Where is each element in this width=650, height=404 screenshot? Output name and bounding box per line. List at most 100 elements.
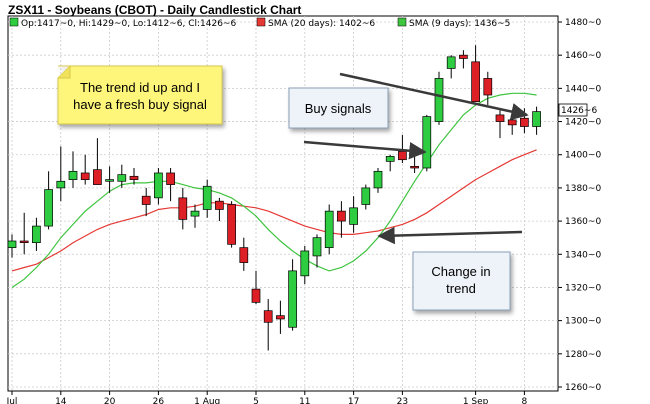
candle: [178, 187, 188, 230]
y-tick-label: 1360~0: [565, 217, 601, 227]
arrow-trend-up: [339, 72, 529, 121]
legend-sma20: SMA (20 days): 1402~6: [268, 19, 375, 29]
note-buy-label: Buy signals: [305, 101, 372, 116]
callout-box-change: [412, 251, 511, 311]
candle-body-down: [495, 114, 505, 122]
last-price-box: [558, 103, 588, 117]
y-tick-label: 1280~0: [565, 350, 601, 360]
y-tick-label: 1480~0: [565, 18, 601, 28]
candle-body-down: [93, 169, 102, 185]
candle: [483, 71, 493, 105]
candle: [80, 154, 90, 185]
x-tick-label: 14: [55, 397, 67, 404]
candle: [215, 197, 224, 222]
candle: [166, 168, 175, 202]
candle: [422, 114, 432, 172]
y-tick-label: 1340~0: [565, 250, 601, 260]
arrow-buy-signal: [303, 140, 427, 160]
candle: [300, 245, 310, 285]
candle: [434, 71, 444, 125]
candle-body-down: [251, 288, 261, 303]
legend-sma9: SMA (9 days): 1436~5: [409, 19, 510, 29]
note-trend-line-1: The trend id up and I: [80, 80, 200, 95]
candle-body-up: [422, 116, 432, 169]
candle-body-down: [398, 151, 407, 161]
candle: [276, 300, 285, 334]
candle: [202, 179, 212, 218]
candle-body-down: [141, 195, 151, 205]
candle: [7, 234, 17, 258]
candle-body-up: [446, 56, 456, 69]
candle: [324, 204, 334, 255]
x-tick-label: 17: [348, 397, 359, 404]
candle: [373, 168, 383, 193]
candle-body-up: [288, 270, 297, 328]
candle: [532, 106, 541, 135]
x-axis: Jul 14 20 26 1 Aug 5 11 17 23 1 Sep 8: [6, 391, 528, 404]
x-tick-label: Jul: [6, 397, 18, 404]
candles: [7, 45, 541, 351]
note-change-line-1: Change in: [431, 264, 490, 279]
note-trend-up: The trend id up and I have a fresh buy s…: [57, 65, 223, 125]
annotation-arrows: [303, 72, 529, 245]
candle-body-up: [385, 156, 395, 162]
x-tick-label: 20: [104, 397, 116, 404]
candle-body-down: [227, 204, 236, 245]
candle: [227, 201, 236, 248]
legend-swatch-ohlc: [9, 17, 19, 27]
candle-body-up: [190, 210, 200, 217]
y-tick-label: 1400~0: [565, 151, 601, 161]
x-tick-label: 11: [299, 397, 310, 404]
last-price-marker: 1426~6: [558, 103, 597, 117]
y-tick-label: 1320~0: [565, 283, 601, 293]
y-tick-label: 1300~0: [565, 317, 601, 327]
candle: [251, 270, 261, 305]
candle-body-up: [532, 111, 541, 127]
candle: [129, 168, 139, 185]
candle-body-up: [202, 185, 212, 210]
candle-body-down: [80, 172, 90, 180]
arrow-change-in-trend: [377, 226, 523, 245]
candle-body-down: [459, 54, 468, 59]
candle: [154, 168, 163, 205]
sma-lines: [11, 92, 537, 288]
candle-body-down: [178, 197, 188, 220]
candle: [495, 108, 505, 139]
candle: [349, 196, 358, 233]
candle: [459, 50, 468, 69]
x-tick-label: 23: [397, 397, 408, 404]
gridlines: [8, 16, 558, 391]
candle: [105, 166, 114, 193]
x-tick-label: 1 Sep: [463, 397, 489, 404]
candle-body-up: [105, 179, 114, 182]
candle: [68, 151, 78, 188]
note-buy-signals: Buy signals: [288, 87, 389, 129]
note-trend-line-2: have a fresh buy signal: [73, 97, 207, 112]
callout-box-buy: [288, 87, 389, 129]
candle-body-down: [19, 240, 29, 244]
candle-body-down: [410, 165, 419, 169]
note-change-in-trend: Change in trend: [412, 251, 511, 311]
x-tick-label: 26: [153, 397, 165, 404]
note-change-line-2: trend: [446, 281, 476, 296]
candle-body-up: [349, 207, 358, 225]
candle: [361, 184, 371, 210]
candle-body-down: [129, 175, 139, 180]
candle-body-up: [7, 240, 17, 248]
candle-body-down: [215, 200, 224, 210]
sticky-note-fold: [58, 66, 71, 79]
candle-body-down: [263, 310, 273, 323]
x-tick-label: 1 Aug: [194, 397, 220, 404]
candle: [93, 138, 102, 185]
candle-body-up: [373, 170, 383, 189]
candle-body-up: [434, 78, 444, 122]
y-tick-label: 1440~0: [565, 84, 601, 94]
candle: [337, 201, 346, 238]
y-axis: 1260~0 1280~0 1300~0 1320~0 1340~0 1360~0 1380…: [558, 18, 601, 393]
y-tick-label: 1420~0: [565, 118, 601, 128]
candle: [446, 55, 456, 79]
candle-body-down: [166, 172, 175, 185]
candle-body-up: [361, 187, 371, 205]
legend: Op:1417~0, Hi:1429~0, Lo:1412~6, Cl:1426…: [9, 17, 510, 29]
